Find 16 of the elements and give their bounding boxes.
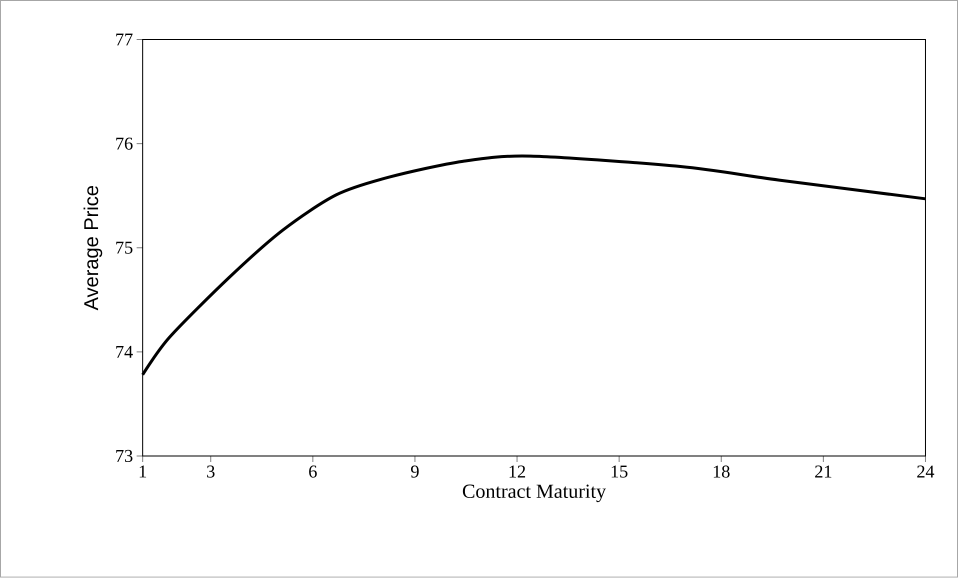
y-tick-label: 73 bbox=[116, 450, 132, 462]
x-tick-label: 21 bbox=[815, 466, 832, 478]
x-axis-title: Contract Maturity bbox=[462, 484, 606, 502]
x-tick-label: 1 bbox=[140, 466, 146, 478]
x-tick-label: 24 bbox=[917, 466, 934, 478]
y-tick-label: 74 bbox=[116, 346, 133, 358]
y-tick-label: 75 bbox=[116, 242, 132, 254]
x-tick-label: 6 bbox=[309, 466, 317, 478]
x-tick-label: 15 bbox=[612, 466, 628, 478]
y-tick-label: 76 bbox=[116, 138, 133, 150]
x-tick-label: 9 bbox=[411, 466, 419, 478]
x-tick-label: 12 bbox=[510, 466, 526, 478]
y-axis-title: Average Price bbox=[84, 186, 102, 311]
y-tick-label: 77 bbox=[116, 34, 133, 46]
x-tick-label: 18 bbox=[714, 466, 730, 478]
x-tick-label: 3 bbox=[207, 466, 215, 478]
